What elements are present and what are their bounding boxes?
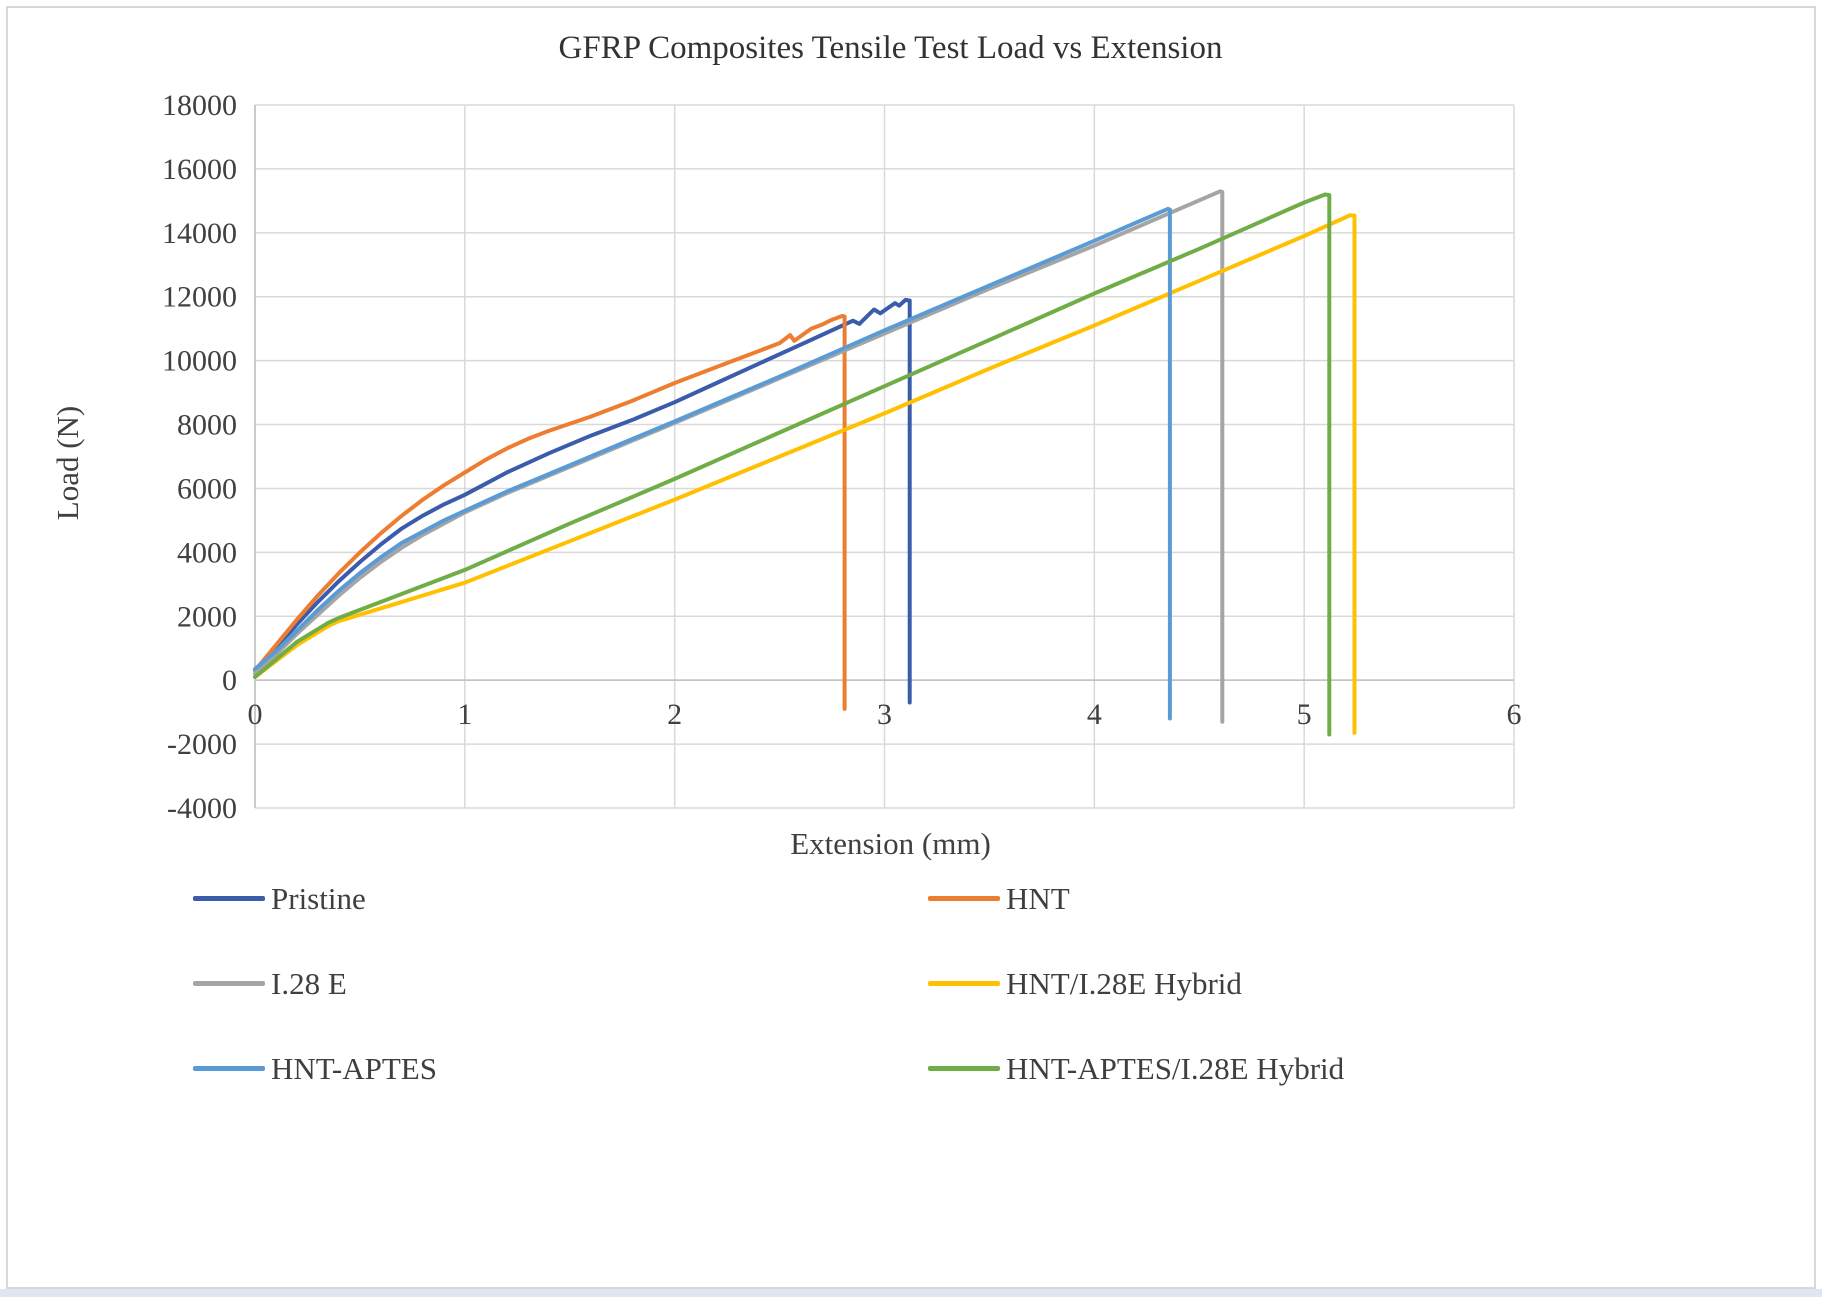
svg-text:5: 5 [1297,698,1312,731]
legend-swatch-hnt [928,896,1000,901]
svg-text:10000: 10000 [162,345,237,378]
legend: Pristine HNT I.28 E HNT/I.28E Hybrid HNT… [193,856,1593,1111]
x-axis-title: Extension (mm) [790,826,991,861]
svg-text:4: 4 [1087,698,1102,731]
legend-label-i28e: I.28 E [271,966,347,1001]
legend-item-hnt-aptes-i28e-hybrid: HNT-APTES/I.28E Hybrid [928,1026,1593,1111]
chart-frame: GFRP Composites Tensile Test Load vs Ext… [6,6,1816,1289]
legend-label-hnt: HNT [1006,881,1070,916]
chart-title: GFRP Composites Tensile Test Load vs Ext… [558,30,1223,66]
svg-text:-4000: -4000 [167,792,237,825]
legend-item-hnt: HNT [928,856,1593,941]
legend-label-hnt-aptes-i28e-hybrid: HNT-APTES/I.28E Hybrid [1006,1051,1345,1086]
svg-text:8000: 8000 [177,409,237,442]
plot-area: -4000-2000020004000600080001000012000140… [162,89,1522,825]
svg-text:0: 0 [222,664,237,697]
legend-label-hnt-i28e-hybrid: HNT/I.28E Hybrid [1006,966,1242,1001]
svg-text:4000: 4000 [177,536,237,569]
legend-swatch-hnt-i28e-hybrid [928,981,1000,986]
legend-swatch-hnt-aptes [193,1066,265,1071]
legend-swatch-i28e [193,981,265,986]
svg-text:16000: 16000 [162,153,237,186]
bottom-edge-strip [0,1289,1822,1297]
legend-item-pristine: Pristine [193,856,928,941]
svg-text:-2000: -2000 [167,728,237,761]
legend-label-hnt-aptes: HNT-APTES [271,1051,437,1086]
legend-item-hnt-aptes: HNT-APTES [193,1026,928,1111]
svg-text:18000: 18000 [162,89,237,122]
svg-text:6: 6 [1507,698,1522,731]
svg-text:6000: 6000 [177,472,237,505]
svg-text:1: 1 [457,698,472,731]
legend-item-hnt-i28e-hybrid: HNT/I.28E Hybrid [928,941,1593,1026]
svg-text:3: 3 [877,698,892,731]
legend-swatch-pristine [193,896,265,901]
legend-swatch-hnt-aptes-i28e-hybrid [928,1066,1000,1071]
svg-text:12000: 12000 [162,281,237,314]
svg-text:2: 2 [667,698,682,731]
svg-text:2000: 2000 [177,600,237,633]
legend-item-i28e: I.28 E [193,941,928,1026]
legend-label-pristine: Pristine [271,881,366,916]
svg-text:14000: 14000 [162,217,237,250]
svg-text:0: 0 [248,698,263,731]
